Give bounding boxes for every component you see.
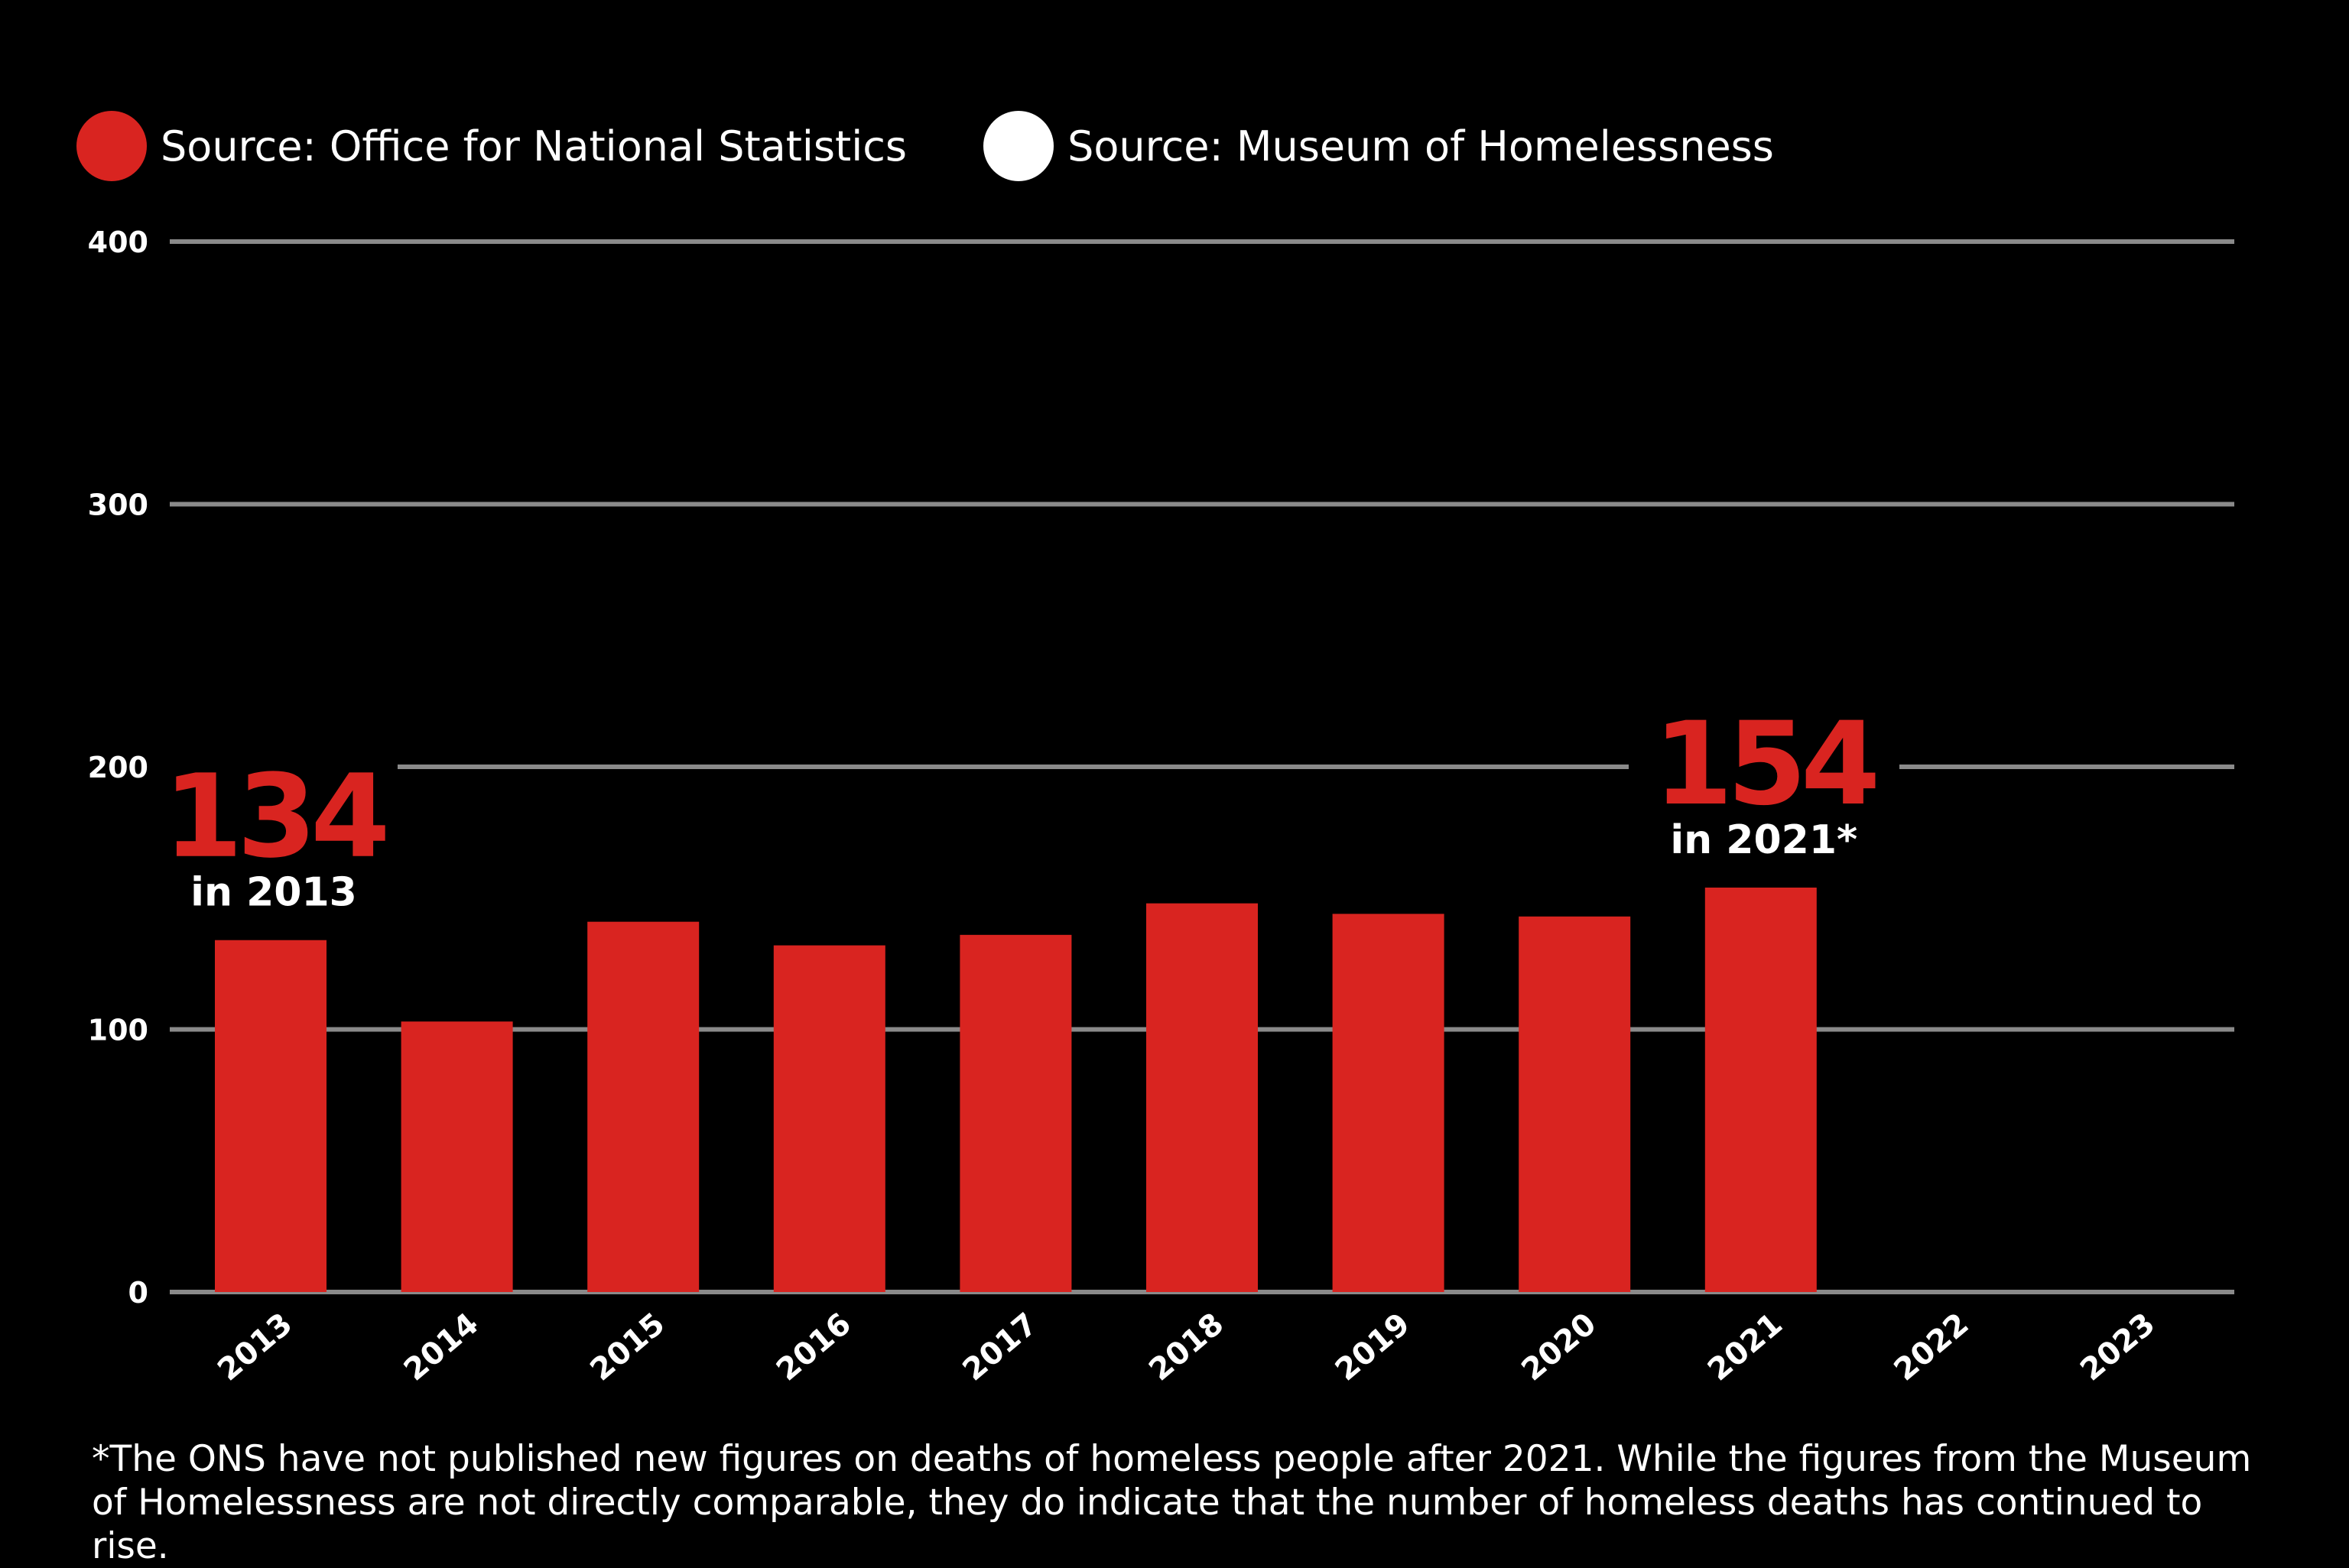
bar-2013 <box>215 940 327 1292</box>
bar-2017 <box>960 934 1072 1292</box>
x-tick-label-2014: 2014 <box>398 1307 486 1388</box>
y-tick-label-200: 200 <box>88 751 148 784</box>
y-tick-label-400: 400 <box>88 226 148 259</box>
x-tick-label-2021: 2021 <box>1701 1307 1789 1388</box>
x-tick-label-2023: 2023 <box>2074 1307 2162 1388</box>
legend-swatch-white <box>983 111 1054 181</box>
annotation-value-2021: 154 <box>1653 698 1876 831</box>
y-tick-label-0: 0 <box>128 1276 148 1310</box>
legend-label-museum: Source: Museum of Homelessness <box>1067 122 1774 170</box>
y-tick-label-300: 300 <box>88 489 148 522</box>
chart-legend: Source: Office for National Statistics S… <box>76 111 1850 181</box>
footnote: *The ONS have not published new figures … <box>92 1438 2252 1567</box>
legend-item-museum: Source: Museum of Homelessness <box>983 111 1774 181</box>
x-tick-label-2022: 2022 <box>1888 1307 1976 1388</box>
bar-chart: 0 100 200 300 400 2013 2014 2015 2016 2017 2018 201… <box>88 226 2234 1388</box>
legend-swatch-red <box>76 111 147 181</box>
annotation-label-2021: in 2021* <box>1670 817 1857 863</box>
x-tick-label-2016: 2016 <box>770 1307 858 1388</box>
bar-2016 <box>773 945 885 1292</box>
bar-2021 <box>1704 888 1817 1292</box>
x-tick-label-2019: 2019 <box>1329 1307 1417 1388</box>
x-tick-label-2017: 2017 <box>957 1307 1045 1388</box>
annotation-label-2013: in 2013 <box>190 870 357 916</box>
legend-label-ons: Source: Office for National Statistics <box>161 122 908 170</box>
annotation-value-2013: 134 <box>163 751 385 884</box>
x-tick-label-2020: 2020 <box>1515 1307 1603 1388</box>
x-tick-label-2018: 2018 <box>1142 1307 1230 1388</box>
x-tick-label-2015: 2015 <box>583 1307 671 1388</box>
y-tick-label-100: 100 <box>88 1014 148 1047</box>
bar-2020 <box>1519 916 1631 1292</box>
bar-2018 <box>1146 903 1258 1292</box>
bar-2015 <box>587 921 700 1292</box>
legend-item-ons: Source: Office for National Statistics <box>76 111 907 181</box>
x-tick-label-2013: 2013 <box>211 1307 299 1388</box>
bar-2014 <box>401 1021 513 1292</box>
bar-2019 <box>1332 914 1444 1292</box>
